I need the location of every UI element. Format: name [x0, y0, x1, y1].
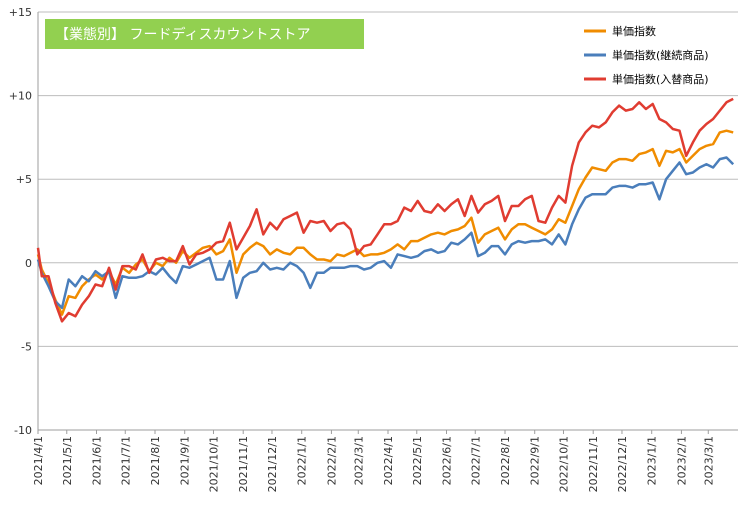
y-tick-label: -10	[14, 424, 32, 437]
x-tick-label: 2022/6/1	[440, 436, 453, 485]
x-tick-label: 2021/5/1	[61, 436, 74, 485]
y-tick-label: +10	[9, 90, 32, 103]
x-tick-label: 2021/11/1	[237, 436, 250, 492]
series-line-1	[36, 129, 734, 316]
y-tick-label: -5	[21, 340, 32, 353]
x-tick-label: 2022/8/1	[499, 436, 512, 485]
x-tick-label: 2022/9/1	[529, 436, 542, 485]
series-line-3	[36, 97, 734, 323]
x-tick-label: 2023/2/1	[675, 436, 688, 485]
chart-title: 【業態別】 フードディスカウントストア	[45, 19, 364, 49]
y-axis-ticks: -10 -5 0 +5 +10 +15	[9, 6, 32, 437]
x-axis-ticks: 2021/4/1 2021/5/1 2021/6/1 2021/7/1 2021/8/1…	[32, 430, 715, 492]
x-tick-label: 2022/12/1	[616, 436, 629, 492]
y-tick-label: +15	[9, 6, 32, 19]
x-tick-label: 2022/5/1	[411, 436, 424, 485]
x-tick-label: 2022/1/1	[296, 436, 309, 485]
x-tick-label: 2021/9/1	[179, 436, 192, 485]
x-tick-label: 2021/6/1	[90, 436, 103, 485]
series-lines	[36, 97, 735, 323]
x-tick-label: 2021/7/1	[119, 436, 132, 485]
chart-title-background	[45, 19, 364, 49]
x-tick-label: 2023/3/1	[702, 436, 715, 485]
y-tick-label: +5	[16, 173, 32, 186]
x-tick-label: 2022/10/1	[557, 436, 570, 492]
x-tick-label: 2022/7/1	[469, 436, 482, 485]
x-tick-label: 2021/8/1	[149, 436, 162, 485]
chart-title-text: 【業態別】 フードディスカウントストア	[55, 26, 310, 43]
legend-label-1: 単価指数	[612, 24, 656, 38]
series-line-2	[36, 156, 735, 310]
x-tick-label: 2022/4/1	[382, 436, 395, 485]
x-tick-label: 2022/3/1	[352, 436, 365, 485]
legend-label-3: 単価指数(入替商品)	[612, 72, 709, 86]
x-tick-label: 2022/2/1	[325, 436, 338, 485]
legend-label-2: 単価指数(継続商品)	[612, 48, 709, 62]
x-tick-label: 2021/4/1	[32, 436, 45, 485]
x-tick-label: 2023/1/1	[646, 436, 659, 485]
x-tick-label: 2021/12/1	[266, 436, 279, 492]
x-tick-label: 2022/11/1	[587, 436, 600, 492]
x-tick-label: 2021/10/1	[207, 436, 220, 492]
y-tick-label: 0	[25, 257, 32, 270]
